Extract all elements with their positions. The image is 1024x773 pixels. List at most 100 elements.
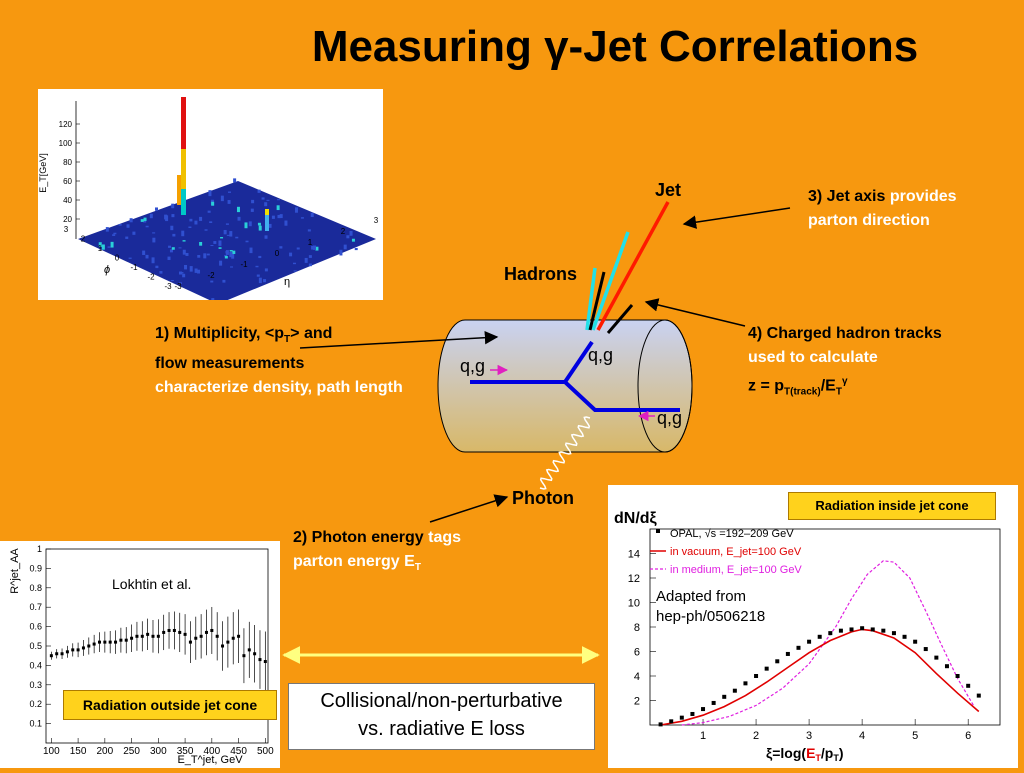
dndxi-ylabel: dN/dξ	[614, 510, 658, 527]
note4-line1: 4) Charged hadron tracks	[748, 325, 942, 342]
opal-point	[679, 715, 684, 720]
raa-point	[92, 642, 96, 646]
lego-noise-bar	[284, 220, 288, 226]
raa-point	[76, 648, 80, 652]
radiation-inside-tag: Radiation inside jet cone	[788, 492, 996, 520]
legend-vacuum: in vacuum, E_jet=100 GeV	[670, 546, 802, 558]
lego-noise-bar	[197, 254, 201, 258]
lego-noise-bar	[251, 199, 255, 204]
lego-eta-tick: 0	[275, 249, 280, 258]
lego-noise-bar	[266, 199, 270, 201]
note2-arrow	[429, 494, 509, 523]
opal-point	[881, 628, 886, 633]
opal-point	[796, 645, 801, 650]
raa-point	[156, 634, 160, 638]
lego-noise-bar	[188, 226, 192, 228]
opal-point	[690, 711, 695, 716]
lego-noise-bar	[189, 266, 193, 272]
raa-x-tick: 350	[177, 746, 194, 757]
lego-noise-bar	[178, 282, 182, 284]
lego-noise-bar	[151, 257, 155, 264]
lego-noise-bar	[171, 214, 175, 218]
raa-point	[247, 648, 251, 652]
lego-noise-bar	[229, 231, 233, 237]
raa-point	[172, 628, 176, 632]
dndxi-y-tick: 10	[628, 598, 640, 610]
lego-noise-bar	[276, 205, 280, 211]
lego-noise-bar	[300, 217, 304, 219]
lego-noise-bar	[312, 245, 316, 250]
lego-eta-label: η	[284, 276, 290, 288]
cyan-track-1	[591, 231, 630, 331]
lego-noise-bar	[107, 246, 111, 248]
lego-noise-bar	[228, 191, 232, 193]
raa-point	[237, 634, 241, 638]
lego-noise-bar	[204, 229, 208, 231]
opal-point	[828, 631, 833, 636]
lego-small-spike-top	[265, 209, 269, 215]
hadron-track-2	[606, 304, 634, 334]
opal-point	[775, 659, 780, 664]
note2-sub: T	[414, 562, 421, 574]
lego-noise-bar	[258, 255, 262, 259]
lego-big-spike-mid	[181, 149, 186, 189]
lego-noise-bar	[206, 253, 210, 256]
opal-point	[891, 631, 896, 636]
lego-noise-bar	[248, 221, 252, 227]
lego-noise-bar	[169, 249, 173, 253]
raa-point	[242, 654, 246, 658]
legend-opal: OPAL, √s =192–209 GeV	[670, 528, 794, 540]
lego-phi-tick: 3	[64, 225, 69, 234]
lego-noise-bar	[145, 254, 149, 259]
raa-x-tick: 100	[43, 746, 60, 757]
lego-noise-bar	[222, 279, 226, 283]
opal-point	[764, 666, 769, 671]
raa-point	[65, 650, 69, 654]
lego-phi-tick: -2	[147, 273, 155, 282]
opal-point	[817, 634, 822, 639]
lego-noise-bar	[255, 265, 259, 268]
raa-y-tick: 0.7	[29, 602, 42, 612]
raa-y-tick: 0.6	[29, 622, 42, 632]
lego-noise-bar	[199, 241, 203, 246]
raa-point	[108, 640, 112, 644]
lego-phi-tick: -3	[164, 282, 172, 291]
opal-point	[754, 674, 759, 678]
lego-noise-bar	[181, 230, 185, 237]
lego-noise-bar	[98, 242, 102, 247]
raa-x-tick: 500	[257, 746, 274, 757]
lego-noise-bar	[125, 236, 129, 239]
lego-noise-bar	[178, 247, 182, 249]
quark-line-right	[563, 380, 680, 412]
raa-point	[221, 644, 225, 648]
lego-eta-ticks: -3 -2 -1 0 1 2 3	[174, 216, 378, 291]
lego-eta-tick: 1	[308, 238, 313, 247]
in-vacuum-curve	[660, 628, 980, 726]
lego-noise-bar	[227, 200, 231, 204]
note4-arrow	[644, 298, 746, 327]
opal-point	[785, 651, 790, 656]
qg-top-label: q,g	[588, 345, 614, 365]
note2-bold: 2) Photon energy	[293, 529, 424, 546]
lego-noise-bar	[170, 279, 174, 282]
lego-noise-bar	[354, 247, 358, 251]
opal-point	[955, 674, 960, 678]
lego-noise-bar	[310, 212, 314, 218]
lego-noise-bar	[199, 216, 203, 221]
qg-right-label: q,g	[657, 408, 683, 428]
raa-point	[119, 638, 123, 642]
lego-noise-bar	[304, 257, 308, 263]
raa-point	[71, 648, 75, 652]
raa-y-tick: 0.1	[29, 719, 42, 729]
opal-point	[976, 693, 981, 698]
lego-noise-bar	[250, 208, 254, 212]
note1-arrow	[299, 330, 499, 349]
lego-noise-bar	[180, 272, 184, 274]
raa-y-tick: 0.9	[29, 563, 42, 573]
lego-noise-bar	[167, 256, 171, 260]
lego-noise-bar	[229, 251, 233, 258]
lego-noise-bar	[113, 232, 117, 235]
lego-noise-bar	[220, 195, 224, 202]
lego-phi-tick: 0	[115, 254, 120, 263]
